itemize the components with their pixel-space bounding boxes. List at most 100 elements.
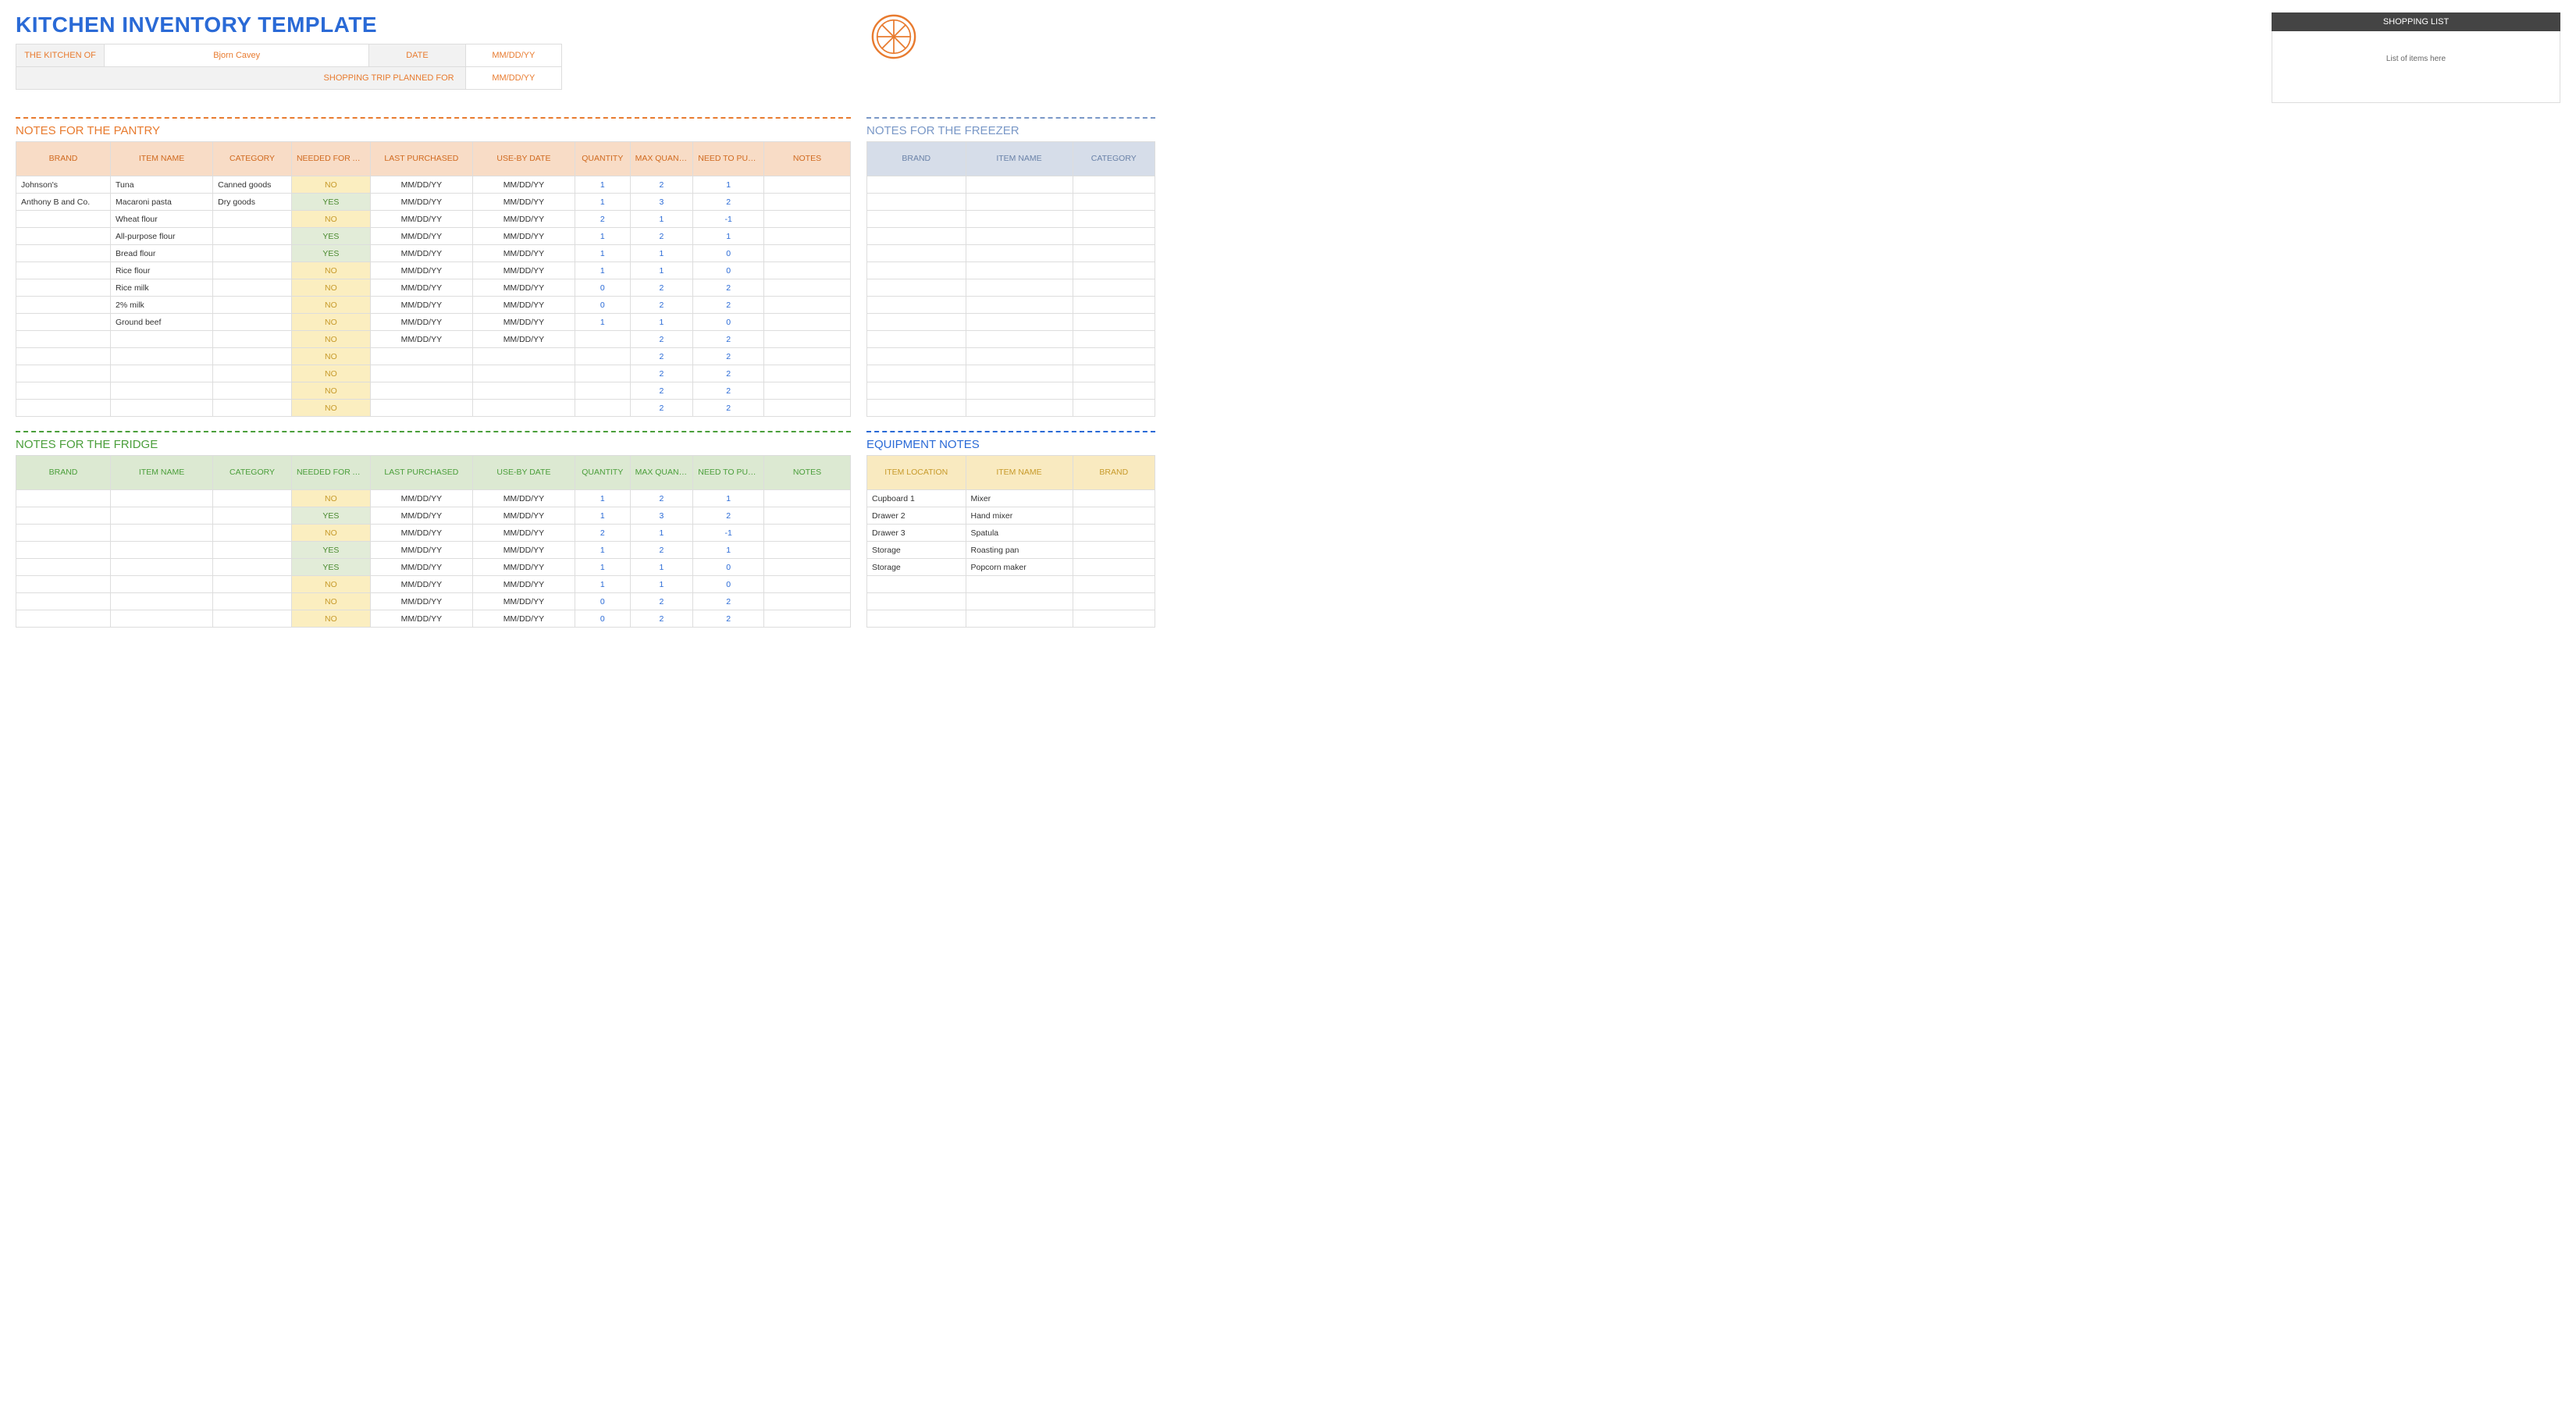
last-purchased-cell[interactable]: MM/DD/YY [370, 559, 472, 576]
recipe-flag[interactable]: NO [291, 490, 370, 507]
useby-cell[interactable]: MM/DD/YY [472, 542, 575, 559]
max-qty-cell[interactable]: 2 [630, 382, 693, 400]
item-cell[interactable]: Hand mixer [966, 507, 1073, 525]
cell[interactable] [1073, 228, 1155, 245]
kitchen-of-value[interactable]: Bjorn Cavey [105, 44, 369, 67]
item-cell[interactable] [111, 542, 213, 559]
brand-cell[interactable]: Johnson's [16, 176, 111, 194]
recipe-flag[interactable]: YES [291, 228, 370, 245]
need-cell[interactable]: 2 [693, 400, 764, 417]
cell[interactable] [1073, 382, 1155, 400]
category-cell[interactable] [213, 245, 292, 262]
item-cell[interactable] [111, 331, 213, 348]
cell[interactable] [966, 365, 1073, 382]
cell[interactable] [966, 382, 1073, 400]
need-cell[interactable]: 2 [693, 610, 764, 628]
notes-cell[interactable] [764, 559, 851, 576]
qty-cell[interactable]: 0 [575, 297, 630, 314]
useby-cell[interactable]: MM/DD/YY [472, 331, 575, 348]
cell[interactable] [966, 245, 1073, 262]
recipe-flag[interactable]: NO [291, 400, 370, 417]
last-purchased-cell[interactable]: MM/DD/YY [370, 507, 472, 525]
cell[interactable] [867, 228, 966, 245]
recipe-flag[interactable]: NO [291, 348, 370, 365]
notes-cell[interactable] [764, 593, 851, 610]
qty-cell[interactable]: 1 [575, 245, 630, 262]
item-cell[interactable] [111, 593, 213, 610]
useby-cell[interactable] [472, 365, 575, 382]
item-cell[interactable]: All-purpose flour [111, 228, 213, 245]
last-purchased-cell[interactable]: MM/DD/YY [370, 245, 472, 262]
cell[interactable] [966, 279, 1073, 297]
category-cell[interactable] [213, 314, 292, 331]
cell[interactable] [966, 297, 1073, 314]
useby-cell[interactable] [472, 400, 575, 417]
max-qty-cell[interactable]: 3 [630, 507, 693, 525]
category-cell[interactable] [213, 211, 292, 228]
cell[interactable] [867, 262, 966, 279]
last-purchased-cell[interactable]: MM/DD/YY [370, 593, 472, 610]
qty-cell[interactable]: 1 [575, 314, 630, 331]
fridge-table[interactable]: BRANDITEM NAMECATEGORYNEEDED FOR A SPECI… [16, 455, 851, 628]
cell[interactable] [867, 331, 966, 348]
need-cell[interactable]: 2 [693, 593, 764, 610]
useby-cell[interactable]: MM/DD/YY [472, 297, 575, 314]
useby-cell[interactable]: MM/DD/YY [472, 279, 575, 297]
useby-cell[interactable]: MM/DD/YY [472, 507, 575, 525]
need-cell[interactable]: 2 [693, 331, 764, 348]
item-cell[interactable] [111, 576, 213, 593]
item-cell[interactable]: Rice milk [111, 279, 213, 297]
brand-cell[interactable] [16, 507, 111, 525]
cell[interactable] [966, 314, 1073, 331]
need-cell[interactable]: 2 [693, 507, 764, 525]
recipe-flag[interactable]: NO [291, 610, 370, 628]
need-cell[interactable]: -1 [693, 211, 764, 228]
qty-cell[interactable]: 1 [575, 507, 630, 525]
brand-cell[interactable] [16, 525, 111, 542]
category-cell[interactable] [213, 297, 292, 314]
notes-cell[interactable] [764, 525, 851, 542]
brand-cell[interactable] [1073, 610, 1155, 628]
notes-cell[interactable] [764, 576, 851, 593]
recipe-flag[interactable]: NO [291, 314, 370, 331]
recipe-flag[interactable]: NO [291, 211, 370, 228]
need-cell[interactable]: 2 [693, 297, 764, 314]
last-purchased-cell[interactable]: MM/DD/YY [370, 279, 472, 297]
recipe-flag[interactable]: YES [291, 245, 370, 262]
item-cell[interactable] [111, 610, 213, 628]
shopping-list-body[interactable]: List of items here [2272, 31, 2560, 103]
item-cell[interactable] [111, 382, 213, 400]
item-cell[interactable]: Ground beef [111, 314, 213, 331]
useby-cell[interactable]: MM/DD/YY [472, 314, 575, 331]
useby-cell[interactable] [472, 382, 575, 400]
cell[interactable] [867, 194, 966, 211]
last-purchased-cell[interactable]: MM/DD/YY [370, 576, 472, 593]
notes-cell[interactable] [764, 262, 851, 279]
item-cell[interactable]: Tuna [111, 176, 213, 194]
last-purchased-cell[interactable]: MM/DD/YY [370, 262, 472, 279]
last-purchased-cell[interactable]: MM/DD/YY [370, 314, 472, 331]
category-cell[interactable] [213, 490, 292, 507]
cell[interactable] [1073, 279, 1155, 297]
brand-cell[interactable] [1073, 507, 1155, 525]
location-cell[interactable]: Drawer 2 [867, 507, 966, 525]
last-purchased-cell[interactable] [370, 400, 472, 417]
brand-cell[interactable] [16, 610, 111, 628]
max-qty-cell[interactable]: 2 [630, 331, 693, 348]
location-cell[interactable] [867, 576, 966, 593]
cell[interactable] [1073, 331, 1155, 348]
recipe-flag[interactable]: NO [291, 279, 370, 297]
notes-cell[interactable] [764, 331, 851, 348]
need-cell[interactable]: 1 [693, 228, 764, 245]
notes-cell[interactable] [764, 382, 851, 400]
recipe-flag[interactable]: NO [291, 297, 370, 314]
qty-cell[interactable]: 0 [575, 610, 630, 628]
last-purchased-cell[interactable] [370, 365, 472, 382]
recipe-flag[interactable]: NO [291, 382, 370, 400]
item-cell[interactable] [111, 365, 213, 382]
cell[interactable] [966, 194, 1073, 211]
category-cell[interactable] [213, 348, 292, 365]
need-cell[interactable]: 2 [693, 194, 764, 211]
cell[interactable] [867, 314, 966, 331]
item-cell[interactable] [111, 525, 213, 542]
